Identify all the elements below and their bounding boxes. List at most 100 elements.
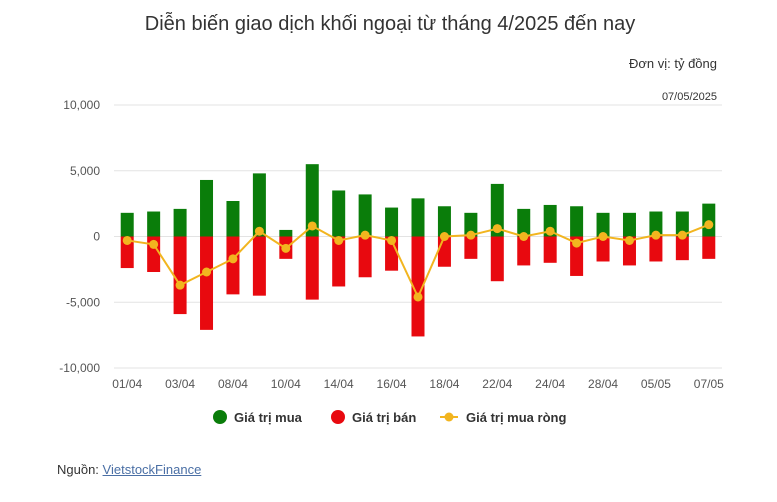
legend-marker (331, 410, 345, 424)
source-link[interactable]: VietstockFinance (102, 462, 202, 477)
net-point (254, 226, 264, 236)
bar-sell (173, 236, 187, 315)
net-point (307, 221, 317, 231)
net-point (439, 232, 449, 241)
bar-buy (358, 194, 372, 237)
x-tick-label: 05/05 (641, 377, 671, 391)
net-point (677, 230, 687, 240)
x-tick-label: 22/04 (482, 377, 512, 391)
y-tick-label: -10,000 (59, 361, 100, 375)
bar-buy (279, 229, 293, 237)
net-point (360, 230, 370, 240)
legend-label: Giá trị mua ròng (466, 410, 566, 425)
net-point (624, 235, 634, 245)
bar-sell (702, 236, 716, 259)
bar-sell (464, 236, 478, 259)
x-tick-label: 28/04 (588, 377, 618, 391)
net-point (175, 280, 185, 290)
bar-sell (543, 236, 557, 263)
bar-buy (464, 212, 478, 237)
bar-buy (596, 212, 610, 237)
net-point (545, 226, 555, 236)
x-tick-label: 07/05 (694, 377, 724, 391)
net-point (334, 235, 344, 245)
net-point (492, 224, 502, 234)
x-tick-label: 14/04 (324, 377, 354, 391)
y-tick-label: 5,000 (70, 164, 100, 178)
bar-sell (120, 236, 134, 269)
bar-sell (437, 236, 451, 267)
net-point (598, 232, 608, 241)
bar-buy (649, 211, 663, 237)
bar-buy (411, 198, 425, 237)
bar-sell (226, 236, 240, 295)
net-line (122, 220, 714, 302)
y-tick-label: 10,000 (63, 98, 100, 112)
net-point (387, 235, 397, 245)
bar-sell (517, 236, 531, 266)
bar-buy (675, 211, 689, 237)
legend-marker (444, 412, 454, 422)
bar-buy (332, 190, 346, 237)
bars (120, 164, 716, 337)
y-tick-label: -5,000 (66, 295, 100, 309)
x-axis-ticks: 01/04 03/04 08/04 10/04 14/04 16/04 18/04 22/04… (112, 377, 724, 391)
bar-sell (675, 236, 689, 261)
bar-sell (305, 236, 319, 300)
bar-sell (200, 236, 214, 330)
net-point (466, 230, 476, 240)
bar-buy (385, 207, 399, 237)
bar-buy (517, 208, 531, 237)
legend-label: Giá trị bán (352, 410, 416, 425)
bar-buy (622, 212, 636, 237)
net-point (704, 220, 714, 230)
net-point (572, 238, 582, 248)
bar-buy (200, 179, 214, 237)
bar-buy (437, 206, 451, 237)
x-tick-label: 18/04 (429, 377, 459, 391)
bar-sell (596, 236, 610, 262)
bar-sell (358, 236, 372, 278)
legend-marker (213, 410, 227, 424)
bar-buy (173, 208, 187, 237)
net-point (202, 267, 212, 277)
bar-buy (702, 203, 716, 237)
net-point (413, 292, 423, 302)
bar-sell (570, 236, 584, 276)
x-tick-label: 16/04 (377, 377, 407, 391)
x-tick-label: 01/04 (112, 377, 142, 391)
net-point (519, 232, 529, 241)
bar-sell (252, 236, 266, 296)
x-tick-label: 10/04 (271, 377, 301, 391)
x-tick-label: 03/04 (165, 377, 195, 391)
source-note: Nguồn: VietstockFinance (57, 462, 201, 477)
date-label: 07/05/2025 (662, 91, 717, 103)
source-label: Nguồn: (57, 462, 103, 477)
bar-sell (332, 236, 346, 287)
x-tick-label: 24/04 (535, 377, 565, 391)
bar-sell (411, 236, 425, 337)
legend-label: Giá trị mua (234, 410, 303, 425)
net-point (149, 239, 159, 249)
legend: Giá trị mua Giá trị bán Giá trị mua ròng (213, 410, 566, 425)
bar-buy (305, 164, 319, 237)
bar-buy (570, 206, 584, 237)
net-point (228, 254, 238, 264)
bar-buy (226, 200, 240, 237)
bar-sell (649, 236, 663, 262)
y-tick-label: 0 (93, 230, 100, 244)
bar-buy (252, 173, 266, 237)
chart-canvas: Diễn biến giao dịch khối ngoại từ tháng … (59, 12, 724, 425)
unit-label: Đơn vị: tỷ đồng (629, 56, 717, 71)
chart-title: Diễn biến giao dịch khối ngoại từ tháng … (145, 12, 635, 35)
x-tick-label: 08/04 (218, 377, 248, 391)
y-axis-ticks: 10,000 5,000 0 -5,000 -10,000 (59, 98, 100, 375)
net-point (281, 243, 291, 253)
net-point (651, 230, 661, 240)
bar-buy (490, 183, 504, 237)
bar-buy (120, 212, 134, 237)
net-point (122, 235, 132, 245)
bar-buy (147, 211, 161, 237)
bar-sell (622, 236, 636, 266)
